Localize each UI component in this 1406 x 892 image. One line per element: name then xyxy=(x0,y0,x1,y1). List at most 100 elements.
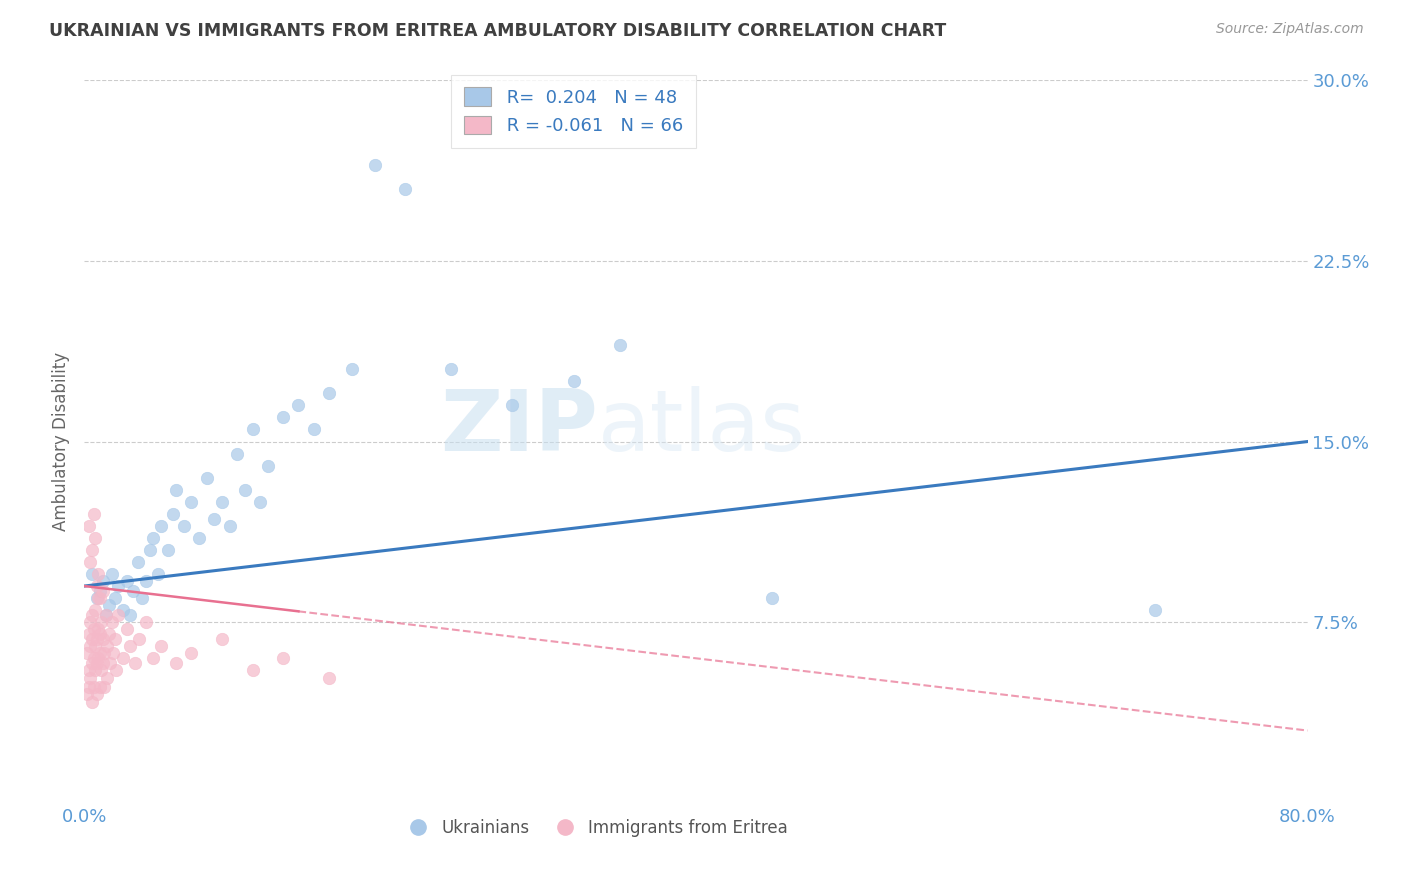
Point xyxy=(89,591,111,605)
Point xyxy=(188,531,211,545)
Point xyxy=(149,518,172,533)
Point xyxy=(142,651,165,665)
Point xyxy=(149,639,172,653)
Point xyxy=(165,483,187,497)
Point xyxy=(502,398,524,412)
Point xyxy=(80,607,103,622)
Point xyxy=(162,507,184,521)
Point xyxy=(89,627,111,641)
Point xyxy=(202,511,225,525)
Point xyxy=(93,647,115,661)
Point xyxy=(80,695,103,709)
Point xyxy=(86,687,108,701)
Point xyxy=(1143,603,1166,617)
Point xyxy=(86,591,108,605)
Point xyxy=(96,639,118,653)
Point xyxy=(93,680,115,694)
Point xyxy=(111,603,134,617)
Point xyxy=(94,607,117,622)
Point xyxy=(103,647,125,661)
Point xyxy=(83,507,105,521)
Point xyxy=(761,591,783,605)
Point xyxy=(77,664,100,678)
Point xyxy=(76,687,98,701)
Point xyxy=(89,583,111,598)
Point xyxy=(271,410,294,425)
Text: UKRAINIAN VS IMMIGRANTS FROM ERITREA AMBULATORY DISABILITY CORRELATION CHART: UKRAINIAN VS IMMIGRANTS FROM ERITREA AMB… xyxy=(49,22,946,40)
Point xyxy=(340,362,363,376)
Point xyxy=(96,671,118,685)
Point xyxy=(91,574,114,589)
Point xyxy=(257,458,280,473)
Point xyxy=(104,591,127,605)
Point xyxy=(84,603,107,617)
Point xyxy=(135,615,157,630)
Point xyxy=(122,583,145,598)
Point xyxy=(211,632,233,646)
Point xyxy=(318,386,340,401)
Point xyxy=(107,579,129,593)
Point xyxy=(91,632,114,646)
Point xyxy=(80,632,103,646)
Point xyxy=(115,574,138,589)
Point xyxy=(86,579,108,593)
Point xyxy=(97,599,120,613)
Point xyxy=(146,567,169,582)
Point xyxy=(105,664,128,678)
Point xyxy=(77,680,100,694)
Point xyxy=(87,651,110,665)
Point xyxy=(98,656,121,670)
Point xyxy=(84,531,107,545)
Point xyxy=(440,362,463,376)
Point xyxy=(79,615,101,630)
Point xyxy=(127,555,149,569)
Point xyxy=(90,615,112,630)
Point xyxy=(165,656,187,670)
Point xyxy=(120,607,142,622)
Point xyxy=(77,627,100,641)
Point xyxy=(79,555,101,569)
Point xyxy=(97,627,120,641)
Text: atlas: atlas xyxy=(598,385,806,468)
Point xyxy=(101,567,124,582)
Point xyxy=(211,494,233,508)
Point xyxy=(84,639,107,653)
Y-axis label: Ambulatory Disability: Ambulatory Disability xyxy=(52,352,70,531)
Point xyxy=(135,574,157,589)
Point xyxy=(86,656,108,670)
Point xyxy=(287,398,309,412)
Point xyxy=(233,483,256,497)
Point xyxy=(242,422,264,436)
Point xyxy=(80,567,103,582)
Point xyxy=(111,651,134,665)
Point xyxy=(120,639,142,653)
Point xyxy=(226,446,249,460)
Point xyxy=(91,656,114,670)
Point xyxy=(79,639,101,653)
Point xyxy=(80,656,103,670)
Point xyxy=(302,422,325,436)
Point xyxy=(142,531,165,545)
Point xyxy=(87,623,110,637)
Point xyxy=(83,680,105,694)
Point xyxy=(87,567,110,582)
Point xyxy=(77,518,100,533)
Point xyxy=(83,623,105,637)
Point xyxy=(84,664,107,678)
Point xyxy=(195,470,218,484)
Point xyxy=(173,518,195,533)
Point xyxy=(562,374,585,388)
Point xyxy=(180,647,202,661)
Point xyxy=(115,623,138,637)
Point xyxy=(80,542,103,557)
Point xyxy=(128,632,150,646)
Point xyxy=(107,607,129,622)
Point xyxy=(91,583,114,598)
Point xyxy=(364,157,387,171)
Point xyxy=(242,664,264,678)
Point xyxy=(394,181,416,195)
Point xyxy=(79,671,101,685)
Point xyxy=(104,632,127,646)
Point xyxy=(90,664,112,678)
Point xyxy=(131,591,153,605)
